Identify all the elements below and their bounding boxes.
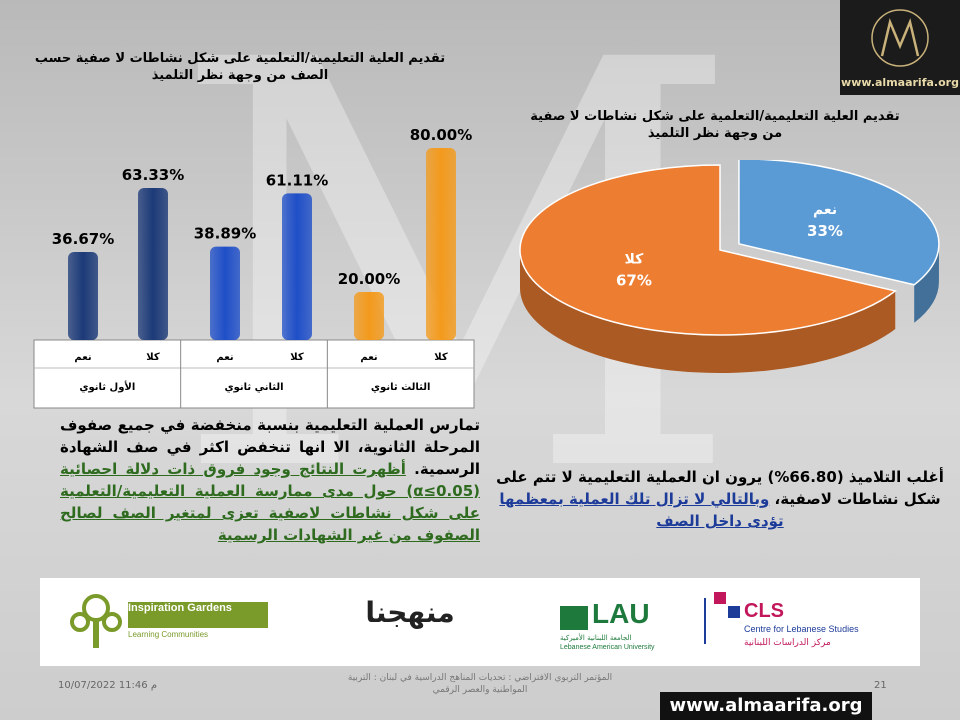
bar-category-label: نعم [360, 352, 377, 363]
partner-logos-strip: Inspiration Gardens Learning Communities… [40, 578, 920, 666]
inspiration-sub-text: Learning Communities [128, 630, 209, 639]
bar-2-1 [426, 148, 456, 340]
bar-2-0 [354, 292, 384, 340]
cls-text: CLS [744, 600, 784, 622]
right-findings-blue: وبالتالي لا تزال تلك العملية بمعظمها تؤد… [499, 490, 784, 530]
bar-value-label: 80.00% [410, 126, 472, 144]
pie-chart: كلا 67% نعم 33% [519, 160, 940, 373]
left-findings-text: تمارس العملية التعليمية بنسبة منخفضة في … [60, 414, 480, 546]
bar-value-label: 61.11% [266, 171, 328, 189]
left-findings-black: تمارس العملية التعليمية بنسبة منخفضة في … [60, 416, 480, 478]
bar-group-label: الثالث ثانوي [371, 382, 431, 393]
right-findings-text: أغلب التلاميذ (66.80%) يرون ان العملية ا… [488, 466, 952, 532]
bar-category-label: نعم [216, 352, 233, 363]
bar-group-label: الثاني ثانوي [224, 382, 283, 393]
lau-sub-text: Lebanese American University [560, 644, 655, 651]
left-findings-green: أظهرت النتائج وجود فروق ذات دلالة احصائي… [60, 460, 480, 544]
pie-slice-side [520, 250, 896, 373]
bar-value-label: 20.00% [338, 270, 400, 288]
cls-logo: CLS Centre for Lebanese Studies مركز الد… [714, 588, 904, 658]
pie-slice-1 [519, 164, 897, 336]
footer-conference: المؤتمر التربوي الافتراضي : تحديات المنا… [347, 673, 613, 695]
bar-1-0 [210, 246, 240, 340]
inspiration-gardens-text: Inspiration Gardens [128, 602, 268, 628]
logo-url: www.almaarifa.org [841, 76, 959, 89]
bar-chart: 36.67% نعم 63.33% كلا الأول ثانوي 38.89% نعم 61… [33, 126, 475, 409]
bar-axis-box [33, 339, 475, 409]
pie-value-label: 67% [616, 272, 652, 290]
bar-value-label: 63.33% [122, 166, 184, 184]
logo-divider [704, 598, 706, 644]
cls-ar-text: مركز الدراسات اللبنانية [744, 638, 831, 648]
pie-label: نعم [813, 202, 837, 218]
cls-square-icon [714, 592, 726, 604]
pie-value-label: 33% [807, 222, 843, 240]
pie-chart-title: تقديم العلية التعليمية/التعلمية على شكل … [530, 109, 900, 141]
slide-number: 21 [874, 680, 887, 691]
inspiration-gardens-logo: Inspiration Gardens Learning Communities [66, 588, 268, 654]
footer-url: www.almaarifa.org [660, 692, 872, 720]
lau-emblem-icon [560, 606, 588, 630]
right-findings-black: أغلب التلاميذ (66.80%) يرون ان العملية ا… [496, 468, 944, 508]
footer-date: 10/07/2022 11:46 م [58, 680, 158, 691]
lau-text: LAU [592, 598, 650, 629]
bar-0-0 [68, 251, 98, 340]
cls-en-text: Centre for Lebanese Studies [744, 624, 859, 634]
bar-category-label: كلا [290, 352, 304, 363]
manhajuna-logo: منهجنا [365, 596, 455, 629]
tree-icon [70, 594, 122, 648]
bar-1-1 [282, 193, 312, 340]
bar-category-label: نعم [74, 352, 91, 363]
almaarifa-logo [840, 0, 960, 95]
lau-ar-text: الجامعة اللبنانية الأميركية [560, 634, 632, 642]
cls-square-icon-2 [728, 606, 740, 618]
bar-category-label: كلا [434, 352, 448, 363]
lau-logo: LAU الجامعة اللبنانية الأميركية Lebanese… [560, 594, 710, 654]
pie-slice-0 [738, 160, 940, 286]
bar-chart-title: تقديم العلية التعليمية/التعلمية على شكل … [34, 51, 446, 83]
pie-slice-side [914, 243, 939, 323]
bar-0-1 [138, 188, 168, 340]
bar-category-label: كلا [146, 352, 160, 363]
bar-value-label: 36.67% [52, 230, 114, 248]
bar-value-label: 38.89% [194, 225, 256, 243]
pie-label: كلا [625, 252, 645, 268]
bar-group-label: الأول ثانوي [79, 380, 135, 393]
